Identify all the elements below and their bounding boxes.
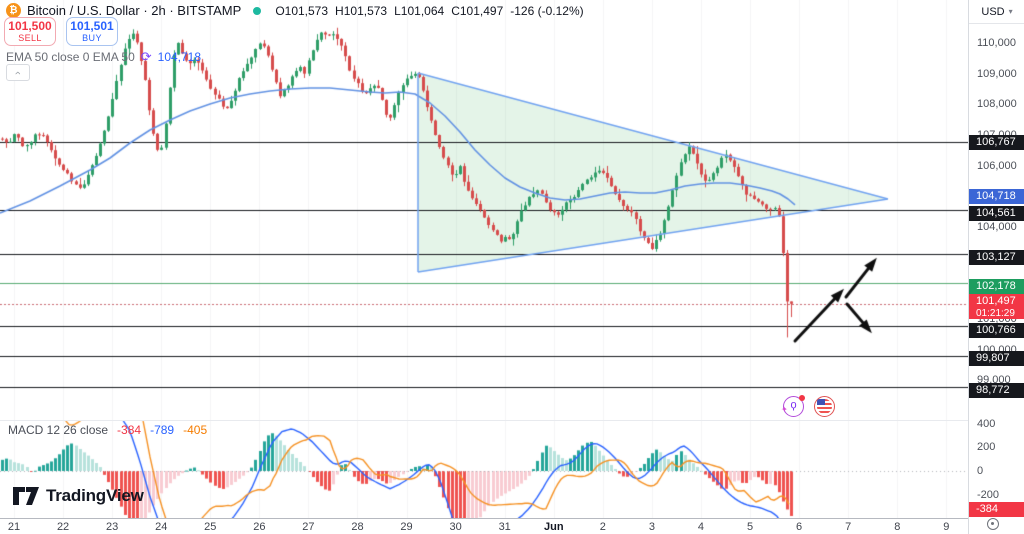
time-axis-tick: 6 xyxy=(796,521,803,533)
ohlc-high-value: 101,573 xyxy=(343,3,388,18)
price-level-label: 104,718 xyxy=(969,189,1024,204)
buy-button[interactable]: 101,501 BUY xyxy=(66,17,118,46)
currency-selector[interactable]: USD ▾ xyxy=(969,0,1024,24)
price-axis-tick: 400 xyxy=(977,418,996,430)
tradingview-logo-text: TradingView xyxy=(46,486,144,505)
time-axis-tick: 24 xyxy=(155,521,168,533)
price-level-label: 98,772 xyxy=(969,383,1024,398)
time-axis[interactable]: 21 22 23 24 25 26 27 28 29 30 31 Jun 2 3 4 5 6 7 8 9 xyxy=(0,518,968,534)
time-axis-tick: 8 xyxy=(894,521,901,533)
ohlc-high-label: H xyxy=(335,3,344,18)
chevron-down-icon: ▾ xyxy=(1008,7,1013,16)
symbol-title[interactable]: Bitcoin / U.S. Dollar · 2h · BITSTAMP xyxy=(27,3,242,18)
price-axis-tick: 104,000 xyxy=(977,221,1017,233)
time-axis-tick: 29 xyxy=(400,521,413,533)
currency-label: USD xyxy=(981,5,1005,18)
time-axis-tick: Jun xyxy=(543,521,564,533)
price-axis-tick: 110,000 xyxy=(977,37,1016,49)
macd-last-value-label: -384 xyxy=(969,502,1024,517)
legend-collapse-button[interactable]: › xyxy=(6,64,30,81)
ohlc-open-value: 101,573 xyxy=(284,3,329,18)
price-axis-tick: 108,000 xyxy=(977,98,1017,110)
ohlc-close-value: 101,497 xyxy=(459,3,504,18)
macd-signal-value: -405 xyxy=(183,423,208,437)
price-axis[interactable]: USD ▾ 110,000109,000108,000107,000106,00… xyxy=(968,0,1024,534)
ohlc-readout: O101,573 H101,573 L101,064 C101,497 -126… xyxy=(275,4,583,18)
notification-dot xyxy=(799,395,805,401)
time-axis-tick: 22 xyxy=(56,521,70,533)
buy-label: BUY xyxy=(82,33,102,43)
sell-label: SELL xyxy=(18,33,42,43)
time-axis-tick: 30 xyxy=(449,521,462,533)
macd-line-value: -789 xyxy=(150,423,175,437)
time-axis-tick: 31 xyxy=(498,521,511,533)
sync-icon: ⟳ xyxy=(140,49,152,64)
economic-events-icon[interactable] xyxy=(814,396,835,417)
time-axis-tick: 4 xyxy=(697,521,705,533)
tradingview-logo[interactable]: TradingView xyxy=(13,486,144,506)
time-axis-tick: 21 xyxy=(7,521,21,533)
time-axis-tick: 3 xyxy=(648,521,655,533)
ohlc-low-label: L xyxy=(394,3,401,18)
price-axis-tick: -200 xyxy=(977,489,1000,501)
price-level-label: 103,127 xyxy=(969,250,1024,265)
time-axis-tick: 7 xyxy=(845,521,852,533)
time-axis-tick: 9 xyxy=(943,521,950,533)
time-axis-tick: 25 xyxy=(204,521,217,533)
price-level-label: 100,766 xyxy=(969,323,1024,338)
ema-value: 104,718 xyxy=(157,50,202,64)
price-axis-tick: 0 xyxy=(977,465,984,477)
market-status-dot xyxy=(253,6,262,15)
time-axis-tick: 28 xyxy=(351,521,364,533)
ema-indicator-legend[interactable]: EMA 50 close 0 EMA 50 ⟳ 104,718 xyxy=(6,50,201,64)
price-axis-tick: 106,000 xyxy=(977,160,1017,172)
floating-icons: ϙ ✦ xyxy=(781,395,835,417)
sell-price: 101,500 xyxy=(8,19,52,33)
time-axis-tick: 27 xyxy=(302,521,315,533)
price-level-label: 106,767 xyxy=(969,135,1024,150)
price-level-label: 102,178 xyxy=(969,279,1024,294)
chevron-up-icon: › xyxy=(11,70,24,75)
price-level-label: 99,807 xyxy=(969,351,1024,366)
sell-button[interactable]: 101,500 SELL xyxy=(4,17,56,46)
time-axis-tick: 26 xyxy=(253,521,266,533)
time-axis-tick: 23 xyxy=(106,521,119,533)
last-price-label: 101,497 01:21:29 xyxy=(969,294,1024,319)
price-axis-tick: 109,000 xyxy=(977,68,1017,80)
flag-union xyxy=(817,399,825,405)
ohlc-close-label: C xyxy=(451,3,460,18)
buy-price: 101,501 xyxy=(70,19,114,33)
macd-hist-value: -384 xyxy=(117,423,142,437)
sparkle-icon: ✦ xyxy=(781,405,788,414)
pane-divider[interactable] xyxy=(0,420,968,421)
bitcoin-icon: ₿ xyxy=(6,3,21,18)
flash-insights-icon[interactable]: ϙ ✦ xyxy=(781,395,805,417)
time-axis-tick: 2 xyxy=(599,521,606,533)
scale-settings-icon[interactable] xyxy=(987,518,999,530)
price-axis-tick: 200 xyxy=(977,441,996,453)
ema-legend-text: EMA 50 close 0 EMA 50 xyxy=(6,50,135,64)
macd-indicator-legend[interactable]: MACD 12 26 close -384 -789 -405 xyxy=(8,423,207,437)
price-level-label: 104,561 xyxy=(969,206,1024,221)
time-axis-tick: 5 xyxy=(746,521,754,533)
ohlc-open-label: O xyxy=(275,3,285,18)
ohlc-change-value: -126 (-0.12%) xyxy=(510,3,584,18)
price-chart-canvas[interactable] xyxy=(0,0,968,518)
ohlc-low-value: 101,064 xyxy=(400,3,445,18)
symbol-legend: ₿ Bitcoin / U.S. Dollar · 2h · BITSTAMP … xyxy=(6,3,584,18)
tradingview-mark-icon xyxy=(13,487,39,505)
macd-legend-title: MACD 12 26 close xyxy=(8,423,109,437)
